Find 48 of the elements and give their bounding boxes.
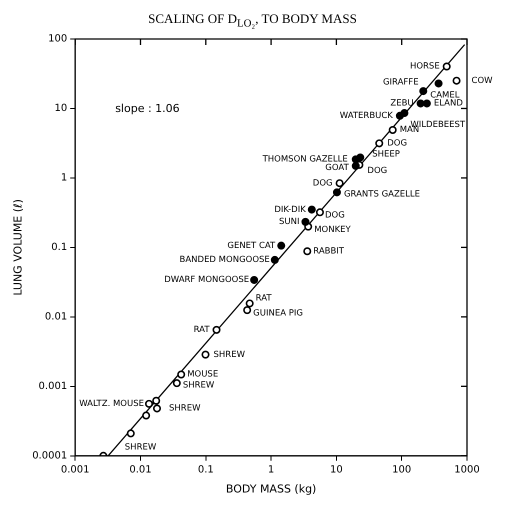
x-tick-label: 0.1 — [198, 464, 214, 476]
annotation: COW — [472, 76, 494, 86]
annotation: WALTZ. MOUSE — [79, 399, 144, 410]
x-tick-label: 10 — [330, 464, 343, 476]
annotation: SHREW — [214, 350, 246, 360]
annotation: DWARF MONGOOSE — [164, 275, 250, 286]
annotation: GENET CAT — [227, 240, 276, 251]
y-tick-label: 1 — [60, 172, 68, 184]
annotation: BANDED MONGOOSE — [180, 255, 270, 266]
annotation: SHREW — [182, 380, 215, 390]
annotation: HORSE — [410, 62, 440, 72]
annotation: WATERBUCK — [340, 110, 394, 121]
annotation: DOG — [312, 178, 333, 188]
annotation: MONKEY — [314, 224, 352, 235]
annotation: THOMSON GAZELLE — [262, 154, 348, 165]
annotation: DOG — [387, 138, 408, 149]
annotation: GIRAFFE — [382, 78, 419, 88]
annotation: RABBIT — [313, 246, 345, 256]
annotation: MOUSE — [187, 370, 218, 380]
x-tick-label: 1000 — [454, 464, 480, 476]
annotation: DIK-DIK — [274, 204, 306, 215]
annotation: ZEBU — [390, 98, 414, 109]
y-tick-label: 0.1 — [51, 242, 68, 253]
annotation: SHREW — [124, 442, 157, 453]
y-tick-label: 0.001 — [38, 380, 68, 392]
annotation: RAT — [256, 294, 272, 304]
annotation: SHREW — [169, 404, 202, 414]
annotation: SHEEP — [372, 150, 400, 160]
annotation: CAMEL — [430, 90, 460, 100]
x-tick-label: 100 — [392, 464, 412, 476]
y-axis-title: LUNG VOLUME (ℓ) — [11, 199, 24, 296]
chart-title: SCALING OF D$_{LO₂}$, TO BODY MASS — [147, 10, 358, 30]
y-tick-label: 100 — [48, 34, 68, 45]
annotation: DOG — [367, 166, 388, 176]
y-tick-label: 0.01 — [44, 311, 68, 322]
x-axis-title: BODY MASS (kg) — [226, 482, 316, 496]
y-tick-label: 0.0001 — [32, 450, 68, 462]
annotation: RAT — [194, 325, 210, 336]
annotation: DOG — [324, 210, 345, 221]
annotation: SUNI — [278, 217, 300, 228]
y-tick-label: 10 — [54, 103, 68, 114]
annotation: slope : 1.06 — [115, 102, 180, 115]
annotation: GUINEA PIG — [253, 308, 303, 318]
annotation: ELAND — [434, 98, 464, 109]
annotation: GOAT — [325, 163, 350, 174]
annotation: GRANTS GAZELLE — [344, 190, 420, 200]
x-tick-label: 0.01 — [129, 464, 152, 476]
x-tick-label: 1 — [268, 464, 274, 476]
